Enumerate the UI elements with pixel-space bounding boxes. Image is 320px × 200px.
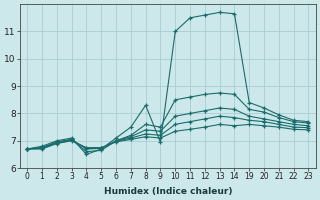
X-axis label: Humidex (Indice chaleur): Humidex (Indice chaleur) — [104, 187, 232, 196]
